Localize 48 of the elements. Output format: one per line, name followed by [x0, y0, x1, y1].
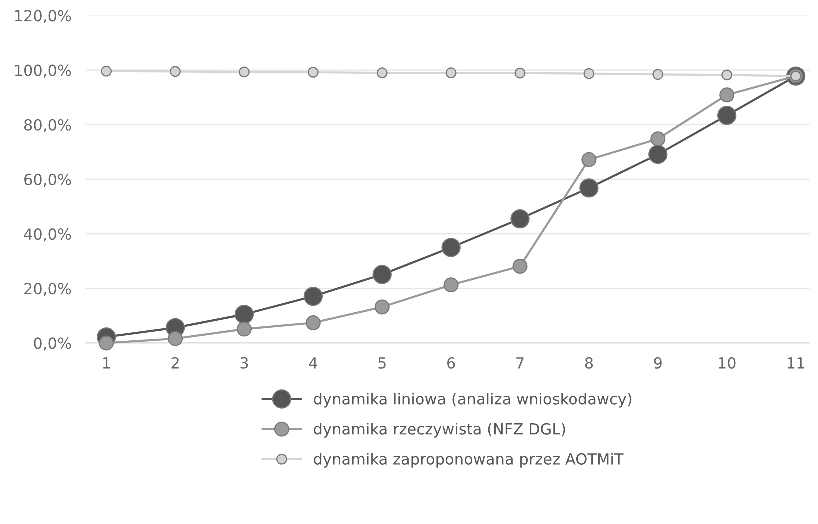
- point: [372, 265, 392, 284]
- x-tick-label: 6: [448, 357, 456, 369]
- point: [304, 286, 323, 306]
- point: [308, 67, 319, 78]
- y-tick-label: 20,0%: [24, 283, 72, 296]
- y-tick-label: 80,0%: [24, 119, 72, 132]
- point: [444, 278, 459, 293]
- x-tick-label: 8: [585, 357, 594, 369]
- y-tick-label: 0,0%: [34, 338, 72, 351]
- x-tick-label: 2: [172, 357, 179, 369]
- point: [718, 106, 737, 126]
- point: [582, 152, 597, 168]
- point: [514, 68, 526, 79]
- point: [510, 209, 530, 229]
- x-tick-label: 11: [788, 358, 804, 369]
- point: [648, 145, 668, 164]
- x-tick-label: 3: [240, 357, 248, 369]
- legend-label: dynamika rzeczywista (NFZ DGL): [314, 423, 566, 438]
- x-tick-label: 7: [516, 358, 524, 369]
- x-tick-label: 4: [309, 358, 318, 369]
- legend-label: dynamika liniowa (analiza wnioskodawcy): [314, 392, 632, 408]
- point: [234, 304, 254, 324]
- legend-label: dynamika zaproponowana przez AOTMiT: [314, 453, 624, 468]
- x-tick-label: 9: [654, 357, 662, 369]
- point: [306, 316, 321, 331]
- point: [236, 322, 252, 337]
- y-tick-label: 100,0%: [15, 64, 72, 78]
- point: [720, 88, 735, 103]
- point: [239, 66, 250, 78]
- point: [722, 70, 732, 81]
- point: [584, 68, 595, 80]
- point: [376, 68, 388, 78]
- x-tick-label: 5: [378, 358, 386, 369]
- point: [580, 178, 599, 198]
- point: [650, 132, 666, 147]
- x-tick-label: 10: [719, 357, 736, 369]
- y-tick-label: 60,0%: [24, 174, 72, 188]
- point: [512, 259, 528, 274]
- point: [652, 69, 664, 80]
- point: [374, 300, 390, 315]
- y-tick-label: 120,0%: [15, 10, 72, 24]
- point: [101, 66, 112, 77]
- point: [168, 331, 184, 346]
- point: [170, 66, 181, 78]
- y-tick-label: 40,0%: [24, 228, 72, 242]
- x-tick-label: 1: [103, 358, 110, 369]
- point: [442, 238, 461, 258]
- point: [446, 68, 457, 78]
